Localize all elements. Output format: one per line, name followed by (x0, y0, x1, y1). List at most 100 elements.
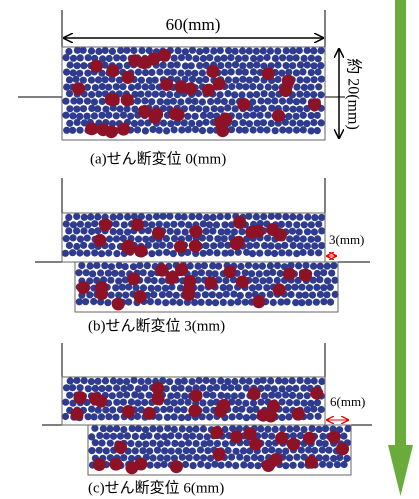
small-particle (293, 399, 300, 406)
small-particle (138, 77, 145, 84)
small-particle (163, 221, 170, 228)
small-particle (293, 127, 300, 134)
small-particle (268, 446, 275, 453)
small-particle (99, 83, 106, 90)
small-particle (69, 249, 76, 256)
small-particle (299, 68, 306, 75)
small-particle (217, 91, 224, 98)
small-particle (108, 243, 115, 250)
caption-b: (b)せん断変位 3(mm) (88, 317, 225, 334)
small-particle (289, 392, 296, 399)
small-particle (196, 433, 203, 440)
small-particle (255, 284, 262, 291)
progress-arrow-shaft (395, 0, 406, 450)
large-particle (109, 458, 122, 471)
small-particle (223, 291, 230, 298)
small-particle (308, 221, 315, 228)
small-particle (286, 127, 293, 134)
small-particle (113, 83, 120, 90)
small-particle (177, 398, 184, 405)
small-particle (207, 440, 214, 447)
large-particle (127, 272, 140, 285)
small-particle (166, 291, 173, 298)
small-particle (65, 214, 72, 221)
small-particle (91, 220, 98, 227)
small-particle (164, 398, 171, 405)
small-particle (242, 83, 249, 90)
small-particle (92, 84, 99, 91)
small-particle (309, 292, 316, 299)
small-particle (117, 47, 124, 54)
small-particle (298, 284, 305, 291)
large-particle (252, 295, 265, 308)
small-particle (262, 447, 269, 454)
small-particle (310, 263, 317, 270)
small-particle (189, 433, 196, 440)
large-particle (94, 395, 107, 408)
small-particle (272, 55, 279, 62)
small-particle (317, 263, 324, 270)
small-particle (214, 249, 221, 256)
small-particle (177, 70, 184, 77)
small-particle (320, 269, 327, 276)
large-particle (230, 430, 243, 443)
small-particle (206, 413, 213, 420)
small-particle (236, 83, 243, 90)
small-particle (268, 105, 275, 112)
small-particle (164, 439, 171, 446)
large-particle (105, 93, 118, 106)
small-particle (112, 414, 119, 421)
small-particle (131, 391, 138, 398)
large-particle (204, 276, 217, 289)
small-particle (245, 262, 252, 269)
small-particle (303, 91, 310, 98)
small-particle (214, 235, 221, 242)
small-particle (307, 236, 314, 243)
small-particle (212, 299, 219, 306)
small-particle (293, 84, 300, 91)
small-particle (268, 433, 275, 440)
small-particle (103, 447, 110, 454)
small-particle (189, 378, 196, 385)
small-particle (102, 76, 109, 83)
large-particle (172, 108, 185, 121)
small-particle (217, 377, 224, 384)
small-particle (257, 83, 264, 90)
small-particle (313, 284, 320, 291)
small-particle (304, 243, 311, 250)
large-particle (206, 65, 219, 78)
small-particle (256, 250, 263, 257)
small-particle (297, 242, 304, 249)
small-particle (182, 461, 189, 468)
small-particle (238, 91, 245, 98)
small-particle (200, 425, 207, 432)
small-particle (63, 54, 70, 61)
small-particle (293, 454, 300, 461)
small-particle (202, 291, 209, 298)
small-particle (305, 299, 312, 306)
small-particle (253, 91, 260, 98)
small-particle (152, 77, 159, 84)
small-particle (264, 98, 271, 105)
small-particle (232, 61, 239, 68)
small-particle (249, 250, 256, 257)
small-particle (254, 462, 261, 469)
small-particle (252, 277, 259, 284)
small-particle (82, 298, 89, 305)
large-particle (170, 460, 183, 473)
small-particle (206, 54, 213, 61)
small-particle (278, 70, 285, 77)
small-particle (148, 69, 155, 76)
small-particle (296, 106, 303, 113)
small-particle (195, 263, 202, 270)
small-particle (66, 242, 73, 249)
small-particle (188, 213, 195, 220)
small-particle (124, 229, 131, 236)
small-particle (288, 291, 295, 298)
small-particle (278, 249, 285, 256)
small-particle (308, 127, 315, 134)
small-particle (293, 98, 300, 105)
small-particle (202, 76, 209, 83)
small-particle (200, 55, 207, 62)
small-particle (250, 126, 257, 133)
